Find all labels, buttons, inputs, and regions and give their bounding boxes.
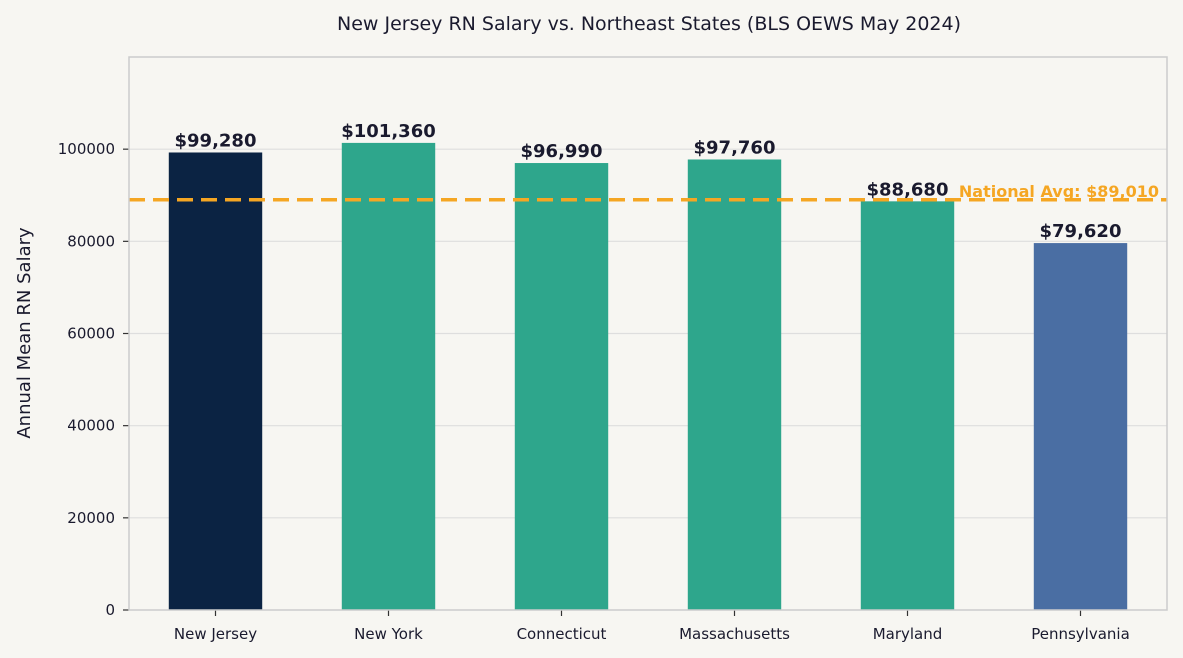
gridlines [129, 148, 1167, 519]
data-label: $96,990 [521, 141, 603, 162]
data-labels: $99,280 $101,360 $96,990 $97,760 $88,680 $79,… [175, 121, 1122, 242]
reference-line-group: National Avg: $89,010 [129, 182, 1167, 202]
y-axis-label: Annual Mean RN Salary [14, 227, 35, 439]
bars [168, 142, 1128, 611]
x-tick-label: Maryland [873, 625, 943, 643]
x-tick-label: Pennsylvania [1031, 625, 1130, 643]
y-tick-label: 80000 [67, 232, 115, 250]
bar-connecticut [514, 163, 609, 610]
national-average-label: National Avg: $89,010 [959, 182, 1159, 201]
x-tick-label: New Jersey [174, 625, 257, 643]
chart-title: New Jersey RN Salary vs. Northeast State… [337, 13, 961, 35]
data-label: $99,280 [175, 130, 257, 151]
axes: 0 20000 40000 60000 80000 100000 New Jersey New… [58, 56, 1168, 643]
bar-new-york [341, 142, 436, 610]
x-tick-label: New York [354, 625, 423, 643]
y-tick-label: 100000 [58, 140, 115, 158]
data-label: $97,760 [694, 137, 776, 158]
y-tick-label: 0 [105, 601, 115, 619]
y-tick-label: 60000 [67, 325, 115, 343]
data-label: $79,620 [1040, 221, 1122, 242]
x-tick-label: Connecticut [517, 625, 607, 643]
y-tick-label: 20000 [67, 509, 115, 527]
data-label: $88,680 [867, 179, 949, 200]
bar-new-jersey [168, 152, 263, 610]
y-tick-label: 40000 [67, 417, 115, 435]
plot-frame [128, 56, 1168, 611]
x-tick-label: Massachusetts [679, 625, 790, 643]
bar-massachusetts [687, 159, 782, 611]
bar-pennsylvania [1033, 243, 1128, 610]
data-label: $101,360 [341, 121, 436, 142]
bar-maryland [860, 201, 955, 610]
